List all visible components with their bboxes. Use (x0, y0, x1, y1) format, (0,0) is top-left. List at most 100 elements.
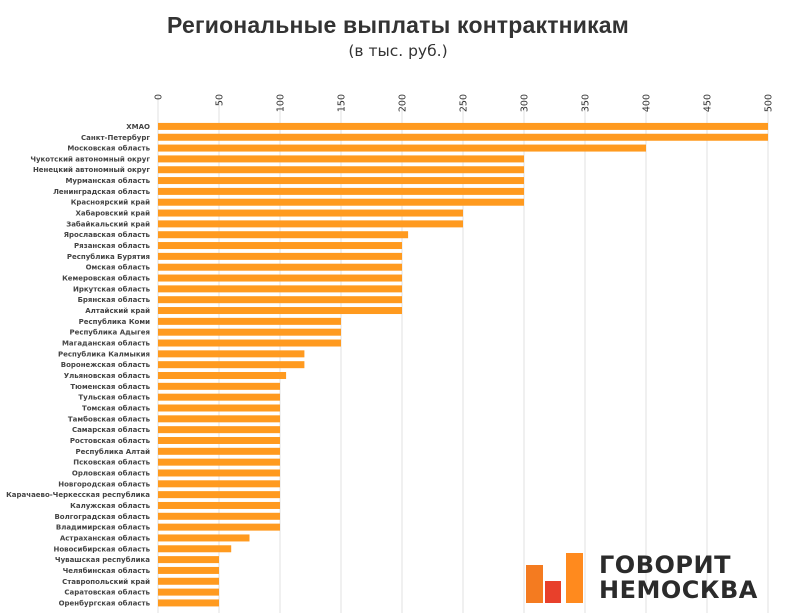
bar (158, 339, 341, 347)
category-label: Тюменская область (70, 383, 150, 391)
bar (158, 469, 280, 477)
bar (158, 491, 280, 499)
category-labels: ХМАО Санкт-Петербург Московская область Чук… (6, 123, 150, 608)
bar (158, 361, 305, 369)
bar (158, 274, 402, 282)
x-tick-label: 500 (764, 94, 775, 112)
category-label: Брянская область (78, 296, 151, 304)
category-label: Чувашская республика (55, 556, 150, 564)
category-label: Республика Бурятия (67, 253, 150, 261)
category-label: Ленинградская область (53, 188, 150, 196)
category-label: Новосибирская область (54, 545, 151, 553)
category-label: Омская область (86, 264, 151, 272)
x-tick-label: 350 (581, 94, 592, 112)
category-label: Тамбовская область (68, 415, 151, 423)
category-label: Воронежская область (61, 361, 151, 369)
x-tick-label: 450 (703, 94, 714, 112)
bar (158, 523, 280, 531)
chart-title: Региональные выплаты контрактникам (166, 12, 630, 38)
bar (158, 144, 646, 152)
x-axis-ticks: 0 50 100 150 200 250 300 350 400 450 500 (154, 94, 775, 112)
category-label: Ростовская область (70, 437, 151, 445)
logo-bars-icon (526, 553, 583, 603)
logo-line1: ГОВОРИТ (599, 551, 731, 579)
category-label: Красноярский край (71, 199, 150, 207)
bar (158, 177, 524, 185)
category-label: Орловская область (72, 469, 151, 477)
bar (158, 393, 280, 401)
bar (158, 382, 280, 390)
x-tick-label: 150 (337, 94, 348, 112)
bar (158, 133, 768, 141)
bar (158, 447, 280, 455)
category-label: Саратовская область (64, 589, 150, 597)
category-label: Оренбургская область (59, 599, 151, 607)
category-label: Ставропольский край (62, 578, 150, 586)
bar (158, 317, 341, 325)
x-tick-label: 50 (215, 94, 226, 106)
bar (158, 231, 409, 239)
bar (158, 198, 524, 206)
category-label: Астраханская область (60, 534, 151, 542)
bar (158, 285, 402, 293)
bar (158, 242, 402, 250)
category-label: Ненецкий автономный округ (33, 166, 150, 174)
category-label: Хабаровский край (75, 210, 150, 218)
x-tick-label: 200 (398, 94, 409, 112)
bar (158, 577, 219, 585)
category-label: Томская область (82, 405, 151, 413)
bar (158, 263, 402, 271)
bar (158, 155, 524, 163)
category-label: Новгородская область (58, 480, 150, 488)
x-tick-label: 400 (642, 94, 653, 112)
bar (158, 545, 232, 553)
bar (158, 415, 280, 423)
category-label: Санкт-Петербург (81, 134, 150, 142)
x-tick-label: 250 (459, 94, 470, 112)
category-label: Псковская область (73, 459, 150, 467)
category-label: Ярославская область (64, 231, 151, 239)
bar (158, 209, 463, 217)
category-label: Республика Алтай (76, 448, 151, 456)
category-label: Республика Адыгея (69, 329, 150, 337)
bar (158, 566, 219, 574)
logo-line2: НЕМОСКВА (599, 576, 758, 604)
category-label: Ульяновская область (64, 372, 151, 380)
bar (158, 599, 219, 607)
category-label: Магаданская область (62, 340, 151, 348)
bar (158, 426, 280, 434)
category-label: Алтайский край (85, 307, 150, 315)
brand-logo: ГОВОРИТ НЕМОСКВА (524, 553, 774, 605)
bar (158, 187, 524, 195)
bar (158, 436, 280, 444)
category-label: Калужская область (70, 502, 150, 510)
category-label: Карачаево-Черкесская республика (6, 491, 150, 499)
category-label: Чукотский автономный округ (30, 155, 150, 163)
category-label: ХМАО (126, 123, 150, 131)
bar (158, 350, 305, 358)
x-tick-label: 100 (276, 94, 287, 112)
category-label: Забайкальский край (66, 220, 150, 228)
bar (158, 501, 280, 509)
x-tick-label: 300 (520, 94, 531, 112)
bar (158, 307, 402, 315)
bar (158, 328, 341, 336)
category-label: Самарская область (72, 426, 151, 434)
bar (158, 296, 402, 304)
bar (158, 252, 402, 260)
x-tick-label: 0 (154, 94, 165, 100)
chart-subtitle: (в тыс. руб.) (348, 42, 448, 60)
bar (158, 588, 219, 596)
category-label: Московская область (67, 145, 150, 153)
category-label: Волгоградская область (54, 513, 150, 521)
category-label: Иркутская область (73, 285, 151, 293)
bar (158, 404, 280, 412)
bars (158, 122, 768, 607)
category-label: Тульская область (78, 394, 150, 402)
bar (158, 480, 280, 488)
category-label: Республика Коми (79, 318, 151, 326)
bar (158, 166, 524, 174)
bar (158, 512, 280, 520)
category-label: Челябинская область (63, 567, 151, 575)
